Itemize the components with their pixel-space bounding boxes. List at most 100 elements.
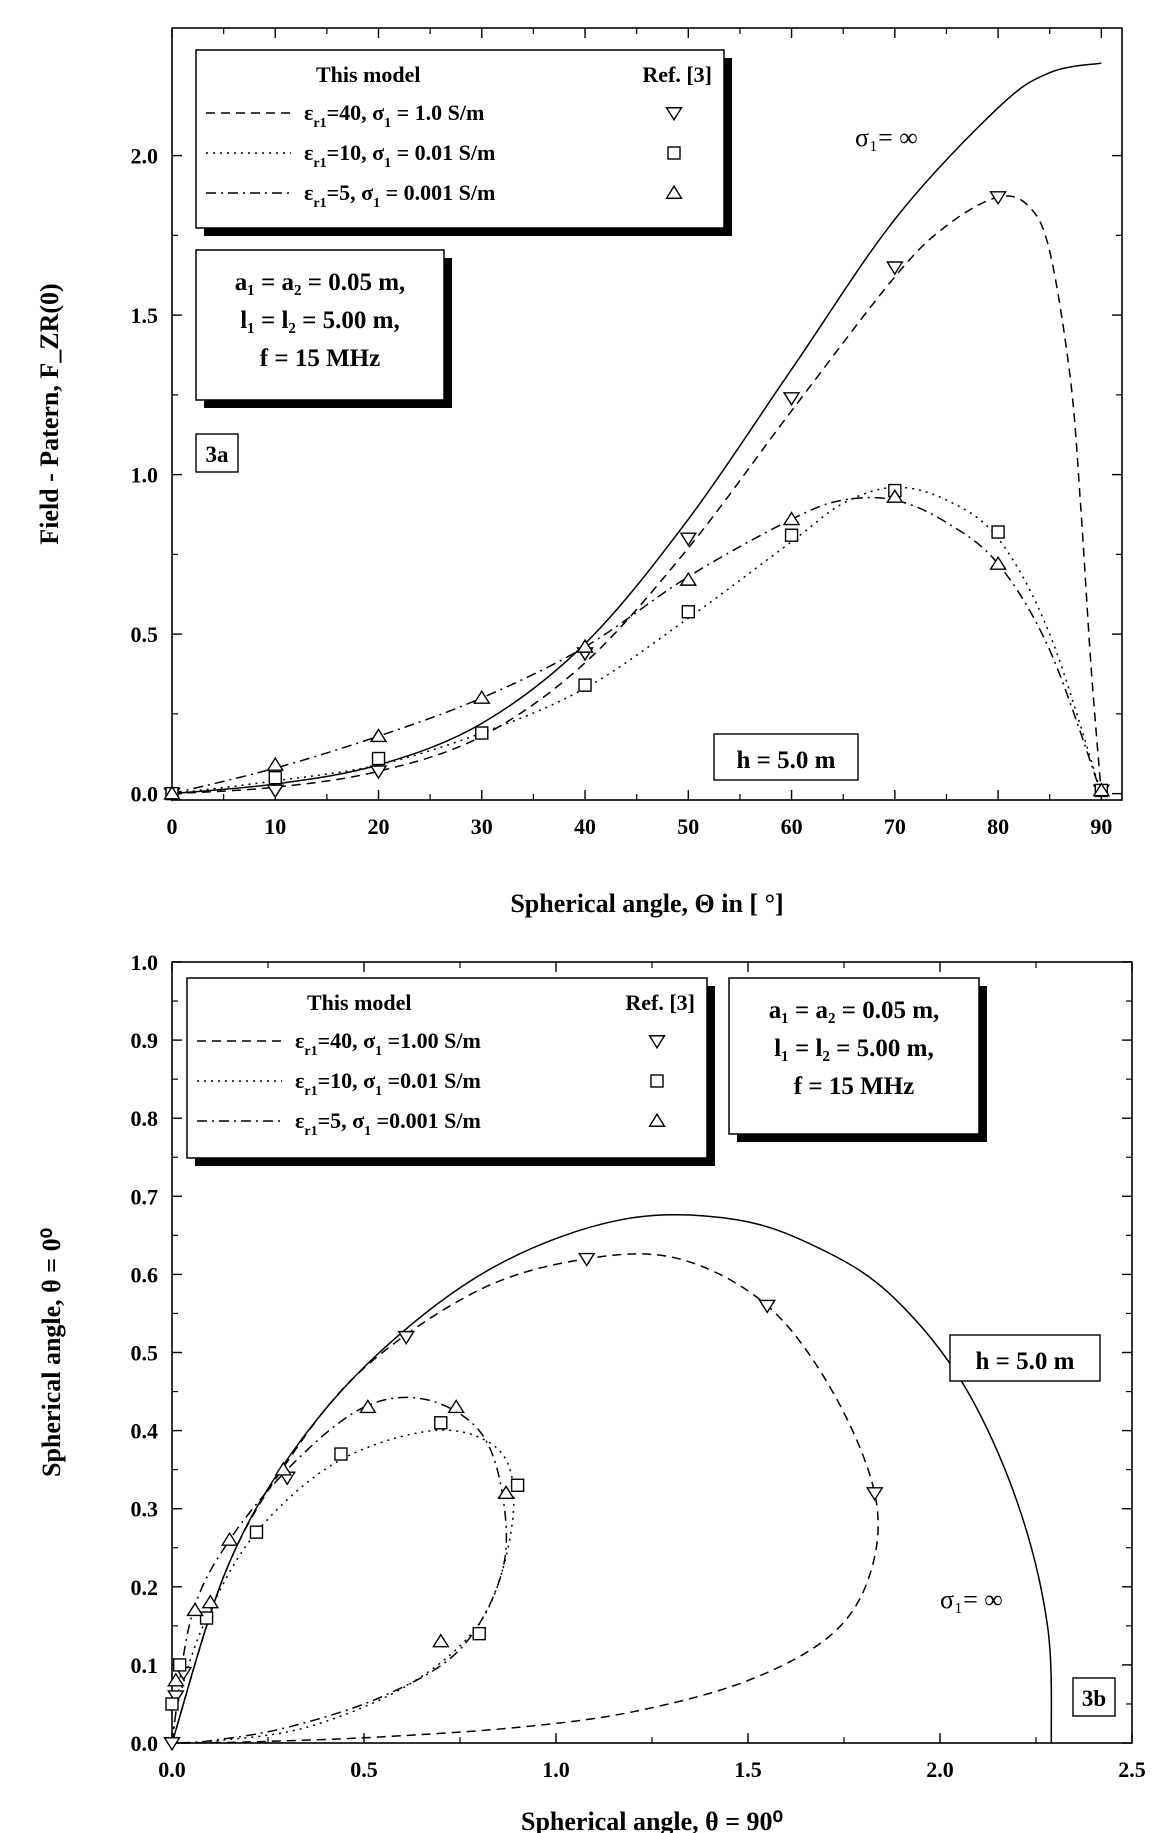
epsilon-subscript: r1 [304,1124,317,1139]
legend-header-ref: Ref. [3] [625,990,695,1015]
data-point-eps5 [188,1603,203,1615]
y-axis-label: Field - Patern, F_ZR(0) [35,283,64,544]
sigma-subscript: 1 [373,196,380,211]
y-tick-label: 1.0 [131,950,159,975]
data-point-eps40 [681,533,696,545]
series-line-eps5 [172,498,1101,794]
x-tick-label: 2.5 [1118,1757,1146,1782]
sigma-symbol: σ [372,100,384,125]
legend-sigma-value: = 0.001 S/m [380,180,495,205]
comma: , [361,140,372,165]
epsilon-symbol: ε [295,1028,304,1053]
legend: This model Ref. [3]εr1=40, σ1 = 1.0 S/mεr… [196,50,732,236]
parameter-line: a₁ = a₂ = 0.05 m, [235,269,406,296]
sigma-subscript: 1 [375,1044,382,1059]
data-point-eps10 [201,1612,213,1624]
x-tick-label: 80 [987,814,1009,839]
x-tick-label: 0 [167,814,178,839]
data-point-eps40 [399,1332,414,1344]
panel-label: 3a [206,442,230,467]
x-tick-label: 0.0 [158,1757,186,1782]
parameter-line: l₁ = l₂ = 5.00 m, [240,307,399,334]
legend-sigma-value: =0.01 S/m [382,1068,481,1093]
series-line-eps10 [172,1430,514,1743]
epsilon-symbol: ε [304,100,313,125]
sigma-symbol: σ [363,1028,375,1053]
series-line-eps40 [172,1254,878,1743]
data-point-eps5 [991,557,1006,569]
y-tick-label: 0.5 [131,1341,159,1366]
y-tick-label: 0.1 [131,1653,159,1678]
data-point-eps10 [786,529,798,541]
x-tick-label: 2.0 [926,1757,954,1782]
epsilon-subscript: r1 [304,1084,317,1099]
legend-sigma-value: =1.00 S/m [382,1028,481,1053]
data-point-eps10 [174,1659,186,1671]
data-point-eps5 [578,640,593,652]
sigma-infinity-label: σ₁= ∞ [855,123,918,152]
legend-marker [668,147,680,159]
data-point-eps5 [449,1400,464,1412]
panel-3a-chart: 0 10 20 30 40 50 60 70 80 900.00.51.01.52.0Spheri… [35,28,1122,918]
x-axis-label: Spherical angle, θ = 90⁰ [521,1807,783,1833]
sigma-subscript: 1 [375,1084,382,1099]
sigma-symbol: σ [363,1068,375,1093]
epsilon-subscript: r1 [313,156,326,171]
epsilon-symbol: ε [295,1068,304,1093]
data-point-eps10 [682,606,694,618]
x-tick-label: 70 [884,814,906,839]
sigma-symbol: σ [352,1108,364,1133]
y-tick-label: 0.8 [131,1106,159,1131]
epsilon-subscript: r1 [304,1044,317,1059]
x-tick-label: 30 [471,814,493,839]
x-axis-label: Spherical angle, Θ in [ °] [510,889,783,918]
data-point-eps40 [760,1300,775,1312]
legend-eps-value: =5 [318,1108,342,1133]
data-point-eps5 [360,1400,375,1412]
comma: , [341,1108,352,1133]
x-tick-label: 60 [781,814,803,839]
data-point-eps40 [887,262,902,274]
data-point-eps5 [276,1463,291,1475]
legend-sigma-value: = 0.01 S/m [391,140,495,165]
data-point-eps40 [867,1488,882,1500]
parameter-line: f = 15 MHz [260,345,380,372]
legend-eps-value: =10 [318,1068,353,1093]
data-point-eps10 [992,526,1004,538]
legend-eps-value: =5 [327,180,351,205]
parameter-line: f = 15 MHz [794,1073,914,1100]
data-point-eps10 [476,727,488,739]
x-tick-label: 1.0 [542,1757,570,1782]
panel-3b-chart: 0.0 0.5 1.0 1.5 2.0 2.50.00.10.20.30.40.50.60… [37,950,1146,1833]
y-tick-label: 0.2 [131,1575,159,1600]
data-point-eps5 [433,1635,448,1647]
series-line-eps10 [172,487,1101,793]
epsilon-subscript: r1 [313,116,326,131]
epsilon-symbol: ε [304,140,313,165]
sigma-symbol: σ [372,140,384,165]
height-label: h = 5.0 m [737,747,836,774]
parameter-line: l₁ = l₂ = 5.00 m, [774,1035,933,1062]
data-point-eps10 [473,1628,485,1640]
sigma-symbol: σ [361,180,373,205]
parameter-line: a₁ = a₂ = 0.05 m, [769,997,940,1024]
x-tick-label: 10 [264,814,286,839]
data-point-eps5 [222,1533,237,1545]
x-tick-label: 0.5 [350,1757,378,1782]
data-point-eps10 [373,753,385,765]
y-tick-label: 0.7 [131,1184,159,1209]
comma: , [352,1028,363,1053]
data-point-eps40 [268,785,283,797]
parameter-box: a₁ = a₂ = 0.05 m, l₁ = l₂ = 5.00 m, f = 15… [196,250,452,408]
y-tick-label: 1.0 [131,463,159,488]
legend-header-ref: Ref. [3] [642,62,712,87]
y-tick-label: 2.0 [131,144,159,169]
sigma-subscript: 1 [364,1124,371,1139]
legend-eps-value: =40 [318,1028,353,1053]
y-tick-label: 0.9 [131,1028,159,1053]
x-tick-label: 20 [368,814,390,839]
epsilon-symbol: ε [304,180,313,205]
data-point-eps5 [784,513,799,525]
data-point-eps5 [474,691,489,703]
